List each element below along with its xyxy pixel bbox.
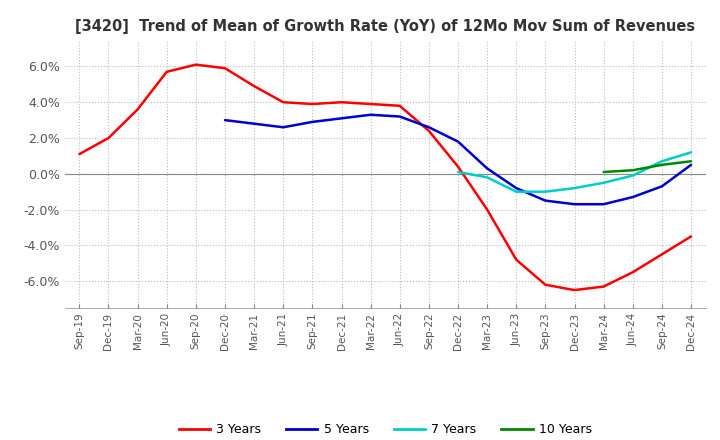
5 Years (337, 116, 346, 121)
7 Years (687, 150, 696, 155)
3 Years (395, 103, 404, 108)
5 Years (220, 117, 229, 123)
10 Years (599, 169, 608, 175)
3 Years (541, 282, 550, 287)
5 Years (629, 194, 637, 200)
5 Years (308, 119, 317, 125)
5 Years (454, 139, 462, 144)
5 Years (395, 114, 404, 119)
3 Years (599, 284, 608, 289)
Line: 3 Years: 3 Years (79, 65, 691, 290)
3 Years (454, 164, 462, 169)
10 Years (687, 159, 696, 164)
5 Years (279, 125, 287, 130)
5 Years (570, 202, 579, 207)
3 Years (629, 270, 637, 275)
3 Years (337, 99, 346, 105)
3 Years (75, 151, 84, 157)
7 Years (483, 175, 492, 180)
5 Years (425, 125, 433, 130)
3 Years (657, 252, 666, 257)
5 Years (541, 198, 550, 203)
Line: 7 Years: 7 Years (458, 152, 691, 192)
Legend: 3 Years, 5 Years, 7 Years, 10 Years: 3 Years, 5 Years, 7 Years, 10 Years (174, 418, 597, 440)
3 Years (425, 128, 433, 133)
3 Years (104, 136, 113, 141)
3 Years (163, 69, 171, 74)
7 Years (512, 189, 521, 194)
7 Years (454, 169, 462, 175)
7 Years (657, 159, 666, 164)
3 Years (133, 107, 142, 112)
3 Years (570, 287, 579, 293)
3 Years (220, 66, 229, 71)
7 Years (570, 186, 579, 191)
5 Years (366, 112, 375, 117)
7 Years (541, 189, 550, 194)
5 Years (483, 166, 492, 171)
3 Years (192, 62, 200, 67)
Line: 5 Years: 5 Years (225, 115, 691, 204)
3 Years (366, 101, 375, 106)
10 Years (629, 168, 637, 173)
Line: 10 Years: 10 Years (603, 161, 691, 172)
5 Years (657, 183, 666, 189)
3 Years (279, 99, 287, 105)
5 Years (250, 121, 258, 126)
5 Years (512, 186, 521, 191)
3 Years (483, 207, 492, 212)
3 Years (687, 234, 696, 239)
3 Years (250, 84, 258, 89)
7 Years (599, 180, 608, 185)
10 Years (657, 162, 666, 168)
3 Years (308, 101, 317, 106)
5 Years (687, 162, 696, 168)
7 Years (629, 173, 637, 178)
5 Years (599, 202, 608, 207)
Title: [3420]  Trend of Mean of Growth Rate (YoY) of 12Mo Mov Sum of Revenues: [3420] Trend of Mean of Growth Rate (YoY… (75, 19, 696, 34)
3 Years (512, 257, 521, 262)
